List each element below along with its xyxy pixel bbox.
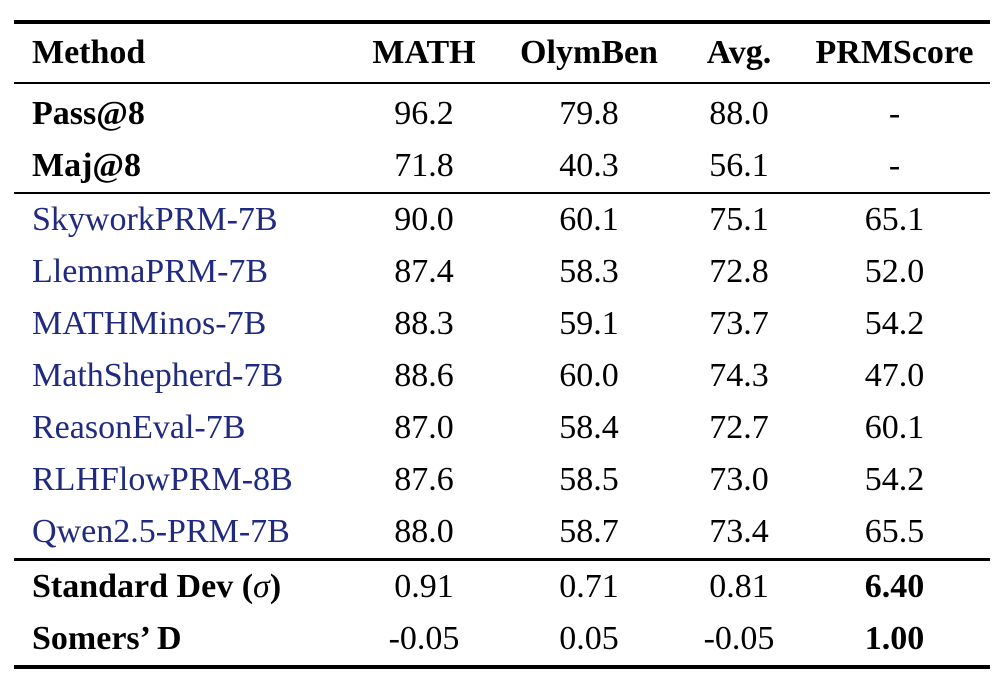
stat-label: Standard Dev [32, 568, 234, 605]
sigma-symbol: σ [253, 568, 270, 605]
cell-prmscore: 65.5 [864, 513, 925, 550]
cell-avg: 73.7 [709, 305, 769, 342]
cell-avg: 72.7 [709, 409, 769, 446]
cell-method: Maj@8 [32, 147, 142, 184]
cell-method: LlemmaPRM-7B [32, 253, 269, 290]
cell-olymben: 59.1 [559, 305, 619, 342]
cell-prmscore: 54.2 [864, 461, 925, 498]
cell-method: Pass@8 [32, 95, 145, 132]
cell-avg: 72.8 [709, 253, 769, 290]
table-row: RLHFlowPRM-8B 87.6 58.5 73.0 54.2 [14, 454, 990, 506]
cell-method: Somers’ D [14, 613, 349, 669]
header-method: Method [32, 34, 146, 71]
cell-method: SkyworkPRM-7B [14, 192, 349, 246]
cell-avg: 73.0 [709, 461, 769, 498]
cell-method: MATHMinos-7B [32, 305, 267, 342]
results-table-container: Method MATH OlymBen Avg. PRMScore Pass@8… [14, 20, 990, 669]
cell-method: MathShepherd-7B [32, 357, 284, 394]
cell-olymben: 40.3 [559, 147, 619, 184]
header-avg: Avg. [706, 34, 772, 71]
cell-prmscore: 60.1 [864, 409, 925, 446]
results-table: Method MATH OlymBen Avg. PRMScore Pass@8… [14, 20, 990, 669]
cell-prmscore: 65.1 [799, 192, 990, 246]
table-row: Somers’ D -0.05 0.05 -0.05 1.00 [14, 613, 990, 669]
cell-avg: 88.0 [709, 95, 769, 132]
cell-olymben: 0.05 [499, 613, 679, 669]
table-row: ReasonEval-7B 87.0 58.4 72.7 60.1 [14, 402, 990, 454]
cell-method: ReasonEval-7B [32, 409, 246, 446]
table-row: Maj@8 71.8 40.3 56.1 - [14, 140, 990, 193]
cell-avg: 75.1 [679, 192, 799, 246]
cell-avg: -0.05 [679, 613, 799, 669]
cell-prmscore: - [888, 95, 901, 132]
cell-olymben: 60.1 [499, 192, 679, 246]
cell-olymben: 58.3 [559, 253, 619, 290]
cell-olymben: 0.71 [499, 558, 679, 613]
header-row: Method MATH OlymBen Avg. PRMScore [14, 22, 990, 83]
cell-method: Standard Dev (σ) [14, 558, 349, 613]
cell-avg: 56.1 [709, 147, 769, 184]
table-header: Method MATH OlymBen Avg. PRMScore [14, 22, 990, 83]
table-row: Pass@8 96.2 79.8 88.0 - [14, 83, 990, 140]
header-math: MATH [372, 34, 476, 71]
cell-prmscore: 6.40 [799, 558, 990, 613]
cell-avg: 73.4 [709, 513, 769, 550]
table-row: MATHMinos-7B 88.3 59.1 73.7 54.2 [14, 298, 990, 350]
cell-olymben: 60.0 [559, 357, 619, 394]
header-olymben: OlymBen [520, 34, 658, 71]
table-row: LlemmaPRM-7B 87.4 58.3 72.8 52.0 [14, 246, 990, 298]
table-body: Pass@8 96.2 79.8 88.0 - Maj@8 71.8 40.3 … [14, 83, 990, 669]
cell-math: 88.3 [394, 305, 454, 342]
table-row: MathShepherd-7B 88.6 60.0 74.3 47.0 [14, 350, 990, 402]
cell-math: 87.6 [394, 461, 454, 498]
cell-olymben: 79.8 [559, 95, 619, 132]
cell-olymben: 58.5 [559, 461, 619, 498]
cell-avg: 0.81 [679, 558, 799, 613]
cell-math: 87.0 [394, 409, 454, 446]
table-row: Standard Dev (σ) 0.91 0.71 0.81 6.40 [14, 558, 990, 613]
cell-prmscore: 52.0 [864, 253, 925, 290]
cell-math: 71.8 [394, 147, 454, 184]
cell-olymben: 58.4 [559, 409, 619, 446]
cell-math: 88.6 [394, 357, 454, 394]
cell-math: 96.2 [394, 95, 454, 132]
cell-prmscore: 1.00 [799, 613, 990, 669]
table-row: SkyworkPRM-7B 90.0 60.1 75.1 65.1 [14, 192, 990, 246]
table-row: Qwen2.5-PRM-7B 88.0 58.7 73.4 65.5 [14, 506, 990, 560]
cell-prmscore: 54.2 [864, 305, 925, 342]
cell-method: Qwen2.5-PRM-7B [32, 513, 290, 550]
cell-math: 88.0 [394, 513, 454, 550]
cell-method: RLHFlowPRM-8B [32, 461, 293, 498]
cell-prmscore: - [888, 147, 901, 184]
cell-olymben: 58.7 [559, 513, 619, 550]
cell-math: 90.0 [349, 192, 499, 246]
cell-avg: 74.3 [709, 357, 769, 394]
cell-math: 0.91 [349, 558, 499, 613]
cell-math: 87.4 [394, 253, 454, 290]
cell-math: -0.05 [349, 613, 499, 669]
cell-prmscore: 47.0 [864, 357, 925, 394]
header-prmscore: PRMScore [815, 34, 974, 71]
